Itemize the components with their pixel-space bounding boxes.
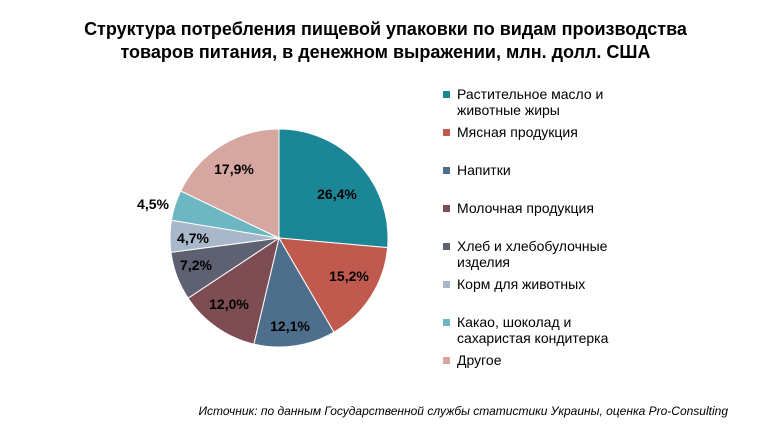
legend-swatch-2 [443, 129, 450, 136]
legend-label-5: Хлеб и хлебобулочные изделия [457, 238, 647, 270]
legend-label-line: Корм для животных [457, 276, 586, 292]
slice-data-label-4: 12,0% [209, 296, 249, 312]
legend-swatch-4 [443, 205, 450, 212]
legend-swatch-6 [443, 281, 450, 288]
chart-title-line-1: Структура потребления пищевой упаковки п… [84, 19, 687, 39]
legend-label-line: Хлеб и хлебобулочные [457, 238, 608, 254]
chart-title-line-2: товаров питания, в денежном выражении, м… [120, 42, 651, 62]
legend-label-8: Другое [457, 352, 647, 368]
pie-slice-4 [187, 236, 280, 345]
legend-label-line: Мясная продукция [457, 124, 578, 140]
legend-swatch-8 [443, 357, 450, 364]
legend-label-4: Молочная продукция [457, 200, 647, 216]
pie-slice-2 [278, 237, 389, 333]
slice-data-label-2: 15,2% [329, 268, 369, 284]
legend-label-7: Какао, шоколад и сахаристая кондитерка [457, 314, 647, 346]
pie-slice-3 [253, 236, 335, 348]
pie-slice-8 [180, 128, 280, 239]
chart-title: Структура потребления пищевой упаковки п… [0, 18, 771, 64]
slice-data-label-8: 17,9% [214, 161, 254, 177]
legend-label-2: Мясная продукция [457, 124, 647, 140]
legend-label-3: Напитки [457, 162, 647, 178]
legend-swatch-7 [443, 319, 450, 326]
legend-swatch-1 [443, 91, 450, 98]
slice-data-label-5: 7,2% [180, 257, 212, 273]
legend-swatch-5 [443, 243, 450, 250]
source-note: Источник: по данным Государственной служ… [198, 404, 728, 418]
legend-label-line: Напитки [457, 162, 511, 178]
legend-label-line: Какао, шоколад и [457, 314, 572, 330]
slice-data-label-6: 4,7% [177, 230, 209, 246]
slice-data-label-3: 12,1% [270, 318, 310, 334]
legend-label-6: Корм для животных [457, 276, 647, 292]
slice-data-label-1: 26,4% [317, 186, 357, 202]
pie-slice-1 [278, 128, 389, 249]
legend-swatch-3 [443, 167, 450, 174]
legend-label-1: Растительное масло и животные жиры [457, 86, 647, 118]
legend-label-line: Другое [457, 352, 502, 368]
legend-label-line: изделия [457, 254, 510, 270]
legend-label-line: животные жиры [457, 102, 560, 118]
legend-label-line: сахаристая кондитерка [457, 330, 609, 346]
slice-data-label-7: 4,5% [137, 196, 169, 212]
legend-label-line: Молочная продукция [457, 200, 594, 216]
legend-label-line: Растительное масло и [457, 86, 604, 102]
